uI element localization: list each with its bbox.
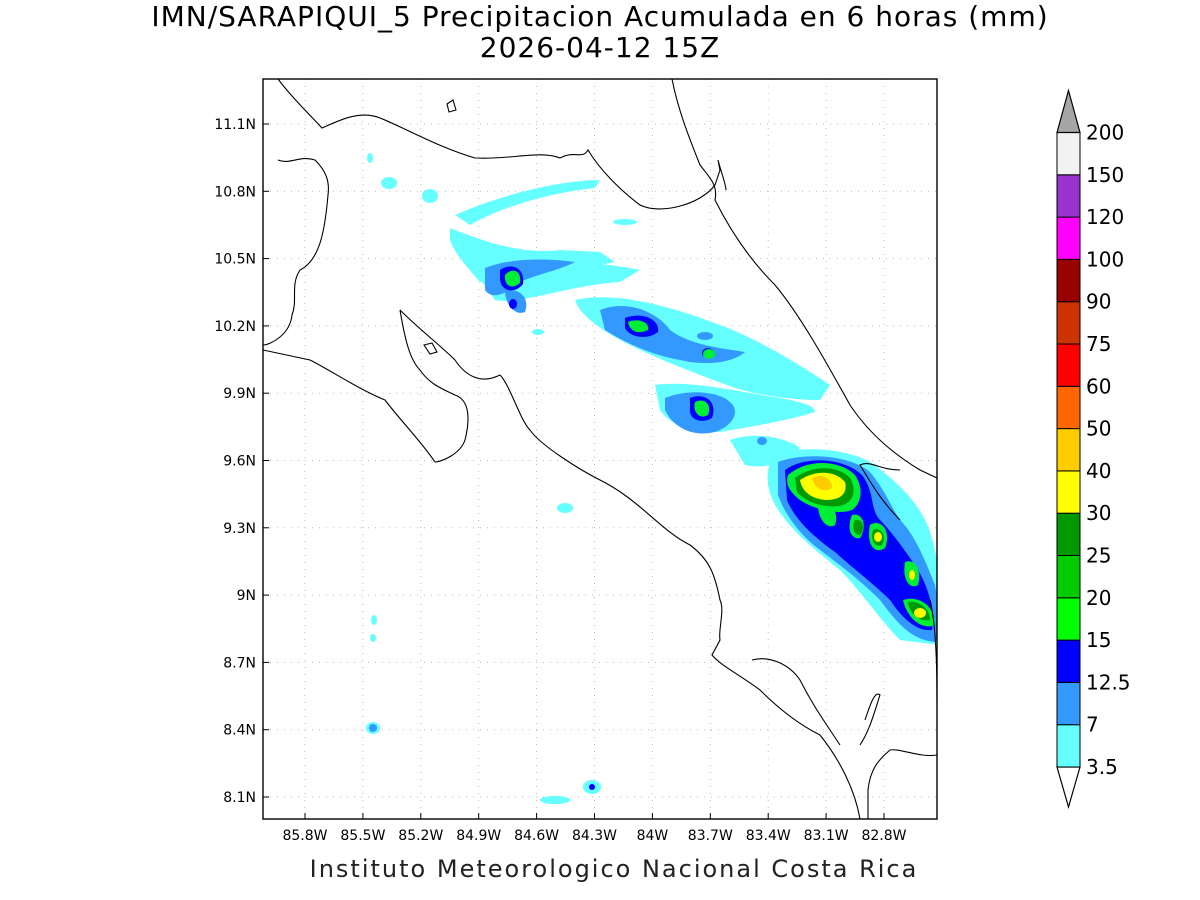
colorbar-label: 30 [1086,501,1111,525]
coastline [263,79,937,819]
latitude-label: 8.7N [223,655,256,671]
map-subtitle: 2026-04-12 15Z [479,31,721,64]
colorbar-label: 75 [1086,332,1111,356]
colorbar-segment [1056,132,1081,176]
colorbar-label: 120 [1086,205,1124,229]
longitude-label: 84.6W [514,828,559,844]
colorbar-segment [1056,639,1081,683]
colorbar-label: 100 [1086,247,1124,271]
longitude-labels: 85.8W 85.5W 85.2W 84.9W 84.6W 84.3W 84W 83.7W 83… [282,828,906,844]
colorbar-segment [1056,385,1081,430]
precipitation-field [366,153,937,804]
latitude-labels: 11.1N 10.8N 10.5N 10.2N 9.9N 9.6N 9.3N 9N 8.7N 8.… [214,117,256,806]
longitude-label: 83.7W [688,828,733,844]
latitude-label: 8.4N [223,723,256,739]
colorbar-segment [1056,512,1081,557]
longitude-label: 83.4W [746,828,791,844]
colorbar: 3.5 7 12.5 15 20 25 30 40 50 60 75 90 100 120 150 200 [1056,88,1131,810]
colorbar-segment [1056,681,1081,726]
colorbar-segment [1056,470,1081,514]
colorbar-segment [1056,343,1081,387]
colorbar-label: 90 [1086,290,1111,314]
longitude-label: 85.2W [398,828,443,844]
colorbar-segment [1056,216,1081,260]
colorbar-segment [1056,174,1081,218]
longitude-label: 84W [637,828,669,844]
colorbar-label: 200 [1086,121,1124,145]
colorbar-label: 3.5 [1086,755,1118,779]
longitude-label: 84.9W [456,828,501,844]
longitude-label: 82.8W [861,828,906,844]
map-frame [262,78,938,820]
colorbar-upper-arrow [1056,88,1081,134]
latitude-label: 8.1N [223,790,256,806]
latitude-label: 10.8N [214,184,256,200]
colorbar-label: 50 [1086,417,1111,441]
map-grid [263,79,937,819]
longitude-label: 83.1W [804,828,849,844]
latitude-label: 10.5N [214,252,256,268]
colorbar-lower-arrow [1056,766,1081,810]
longitude-label: 84.3W [572,828,617,844]
colorbar-segment [1056,555,1081,599]
longitude-label: 85.5W [340,828,385,844]
latitude-label: 10.2N [214,319,256,335]
latitude-label: 9.3N [223,521,256,537]
colorbar-label: 15 [1086,628,1111,652]
latitude-label: 9.6N [223,454,256,470]
longitude-label: 85.8W [282,828,327,844]
footer-credit: Instituto Meteorologico Nacional Costa R… [309,855,919,883]
colorbar-segment [1056,597,1081,641]
colorbar-segment [1056,724,1081,768]
colorbar-label: 25 [1086,544,1111,568]
colorbar-label: 60 [1086,374,1111,398]
colorbar-segment [1056,258,1081,303]
colorbar-label: 12.5 [1086,670,1131,694]
colorbar-segment [1056,428,1081,472]
colorbar-label: 7 [1086,713,1099,737]
colorbar-label: 40 [1086,459,1111,483]
latitude-label: 11.1N [214,117,256,133]
colorbar-segment [1056,301,1081,345]
map-title: IMN/SARAPIQUI_5 Precipitacion Acumulada … [151,0,1049,33]
latitude-label: 9.9N [223,386,256,402]
latitude-label: 9N [237,588,256,604]
colorbar-label: 20 [1086,586,1111,610]
colorbar-label: 150 [1086,163,1124,187]
